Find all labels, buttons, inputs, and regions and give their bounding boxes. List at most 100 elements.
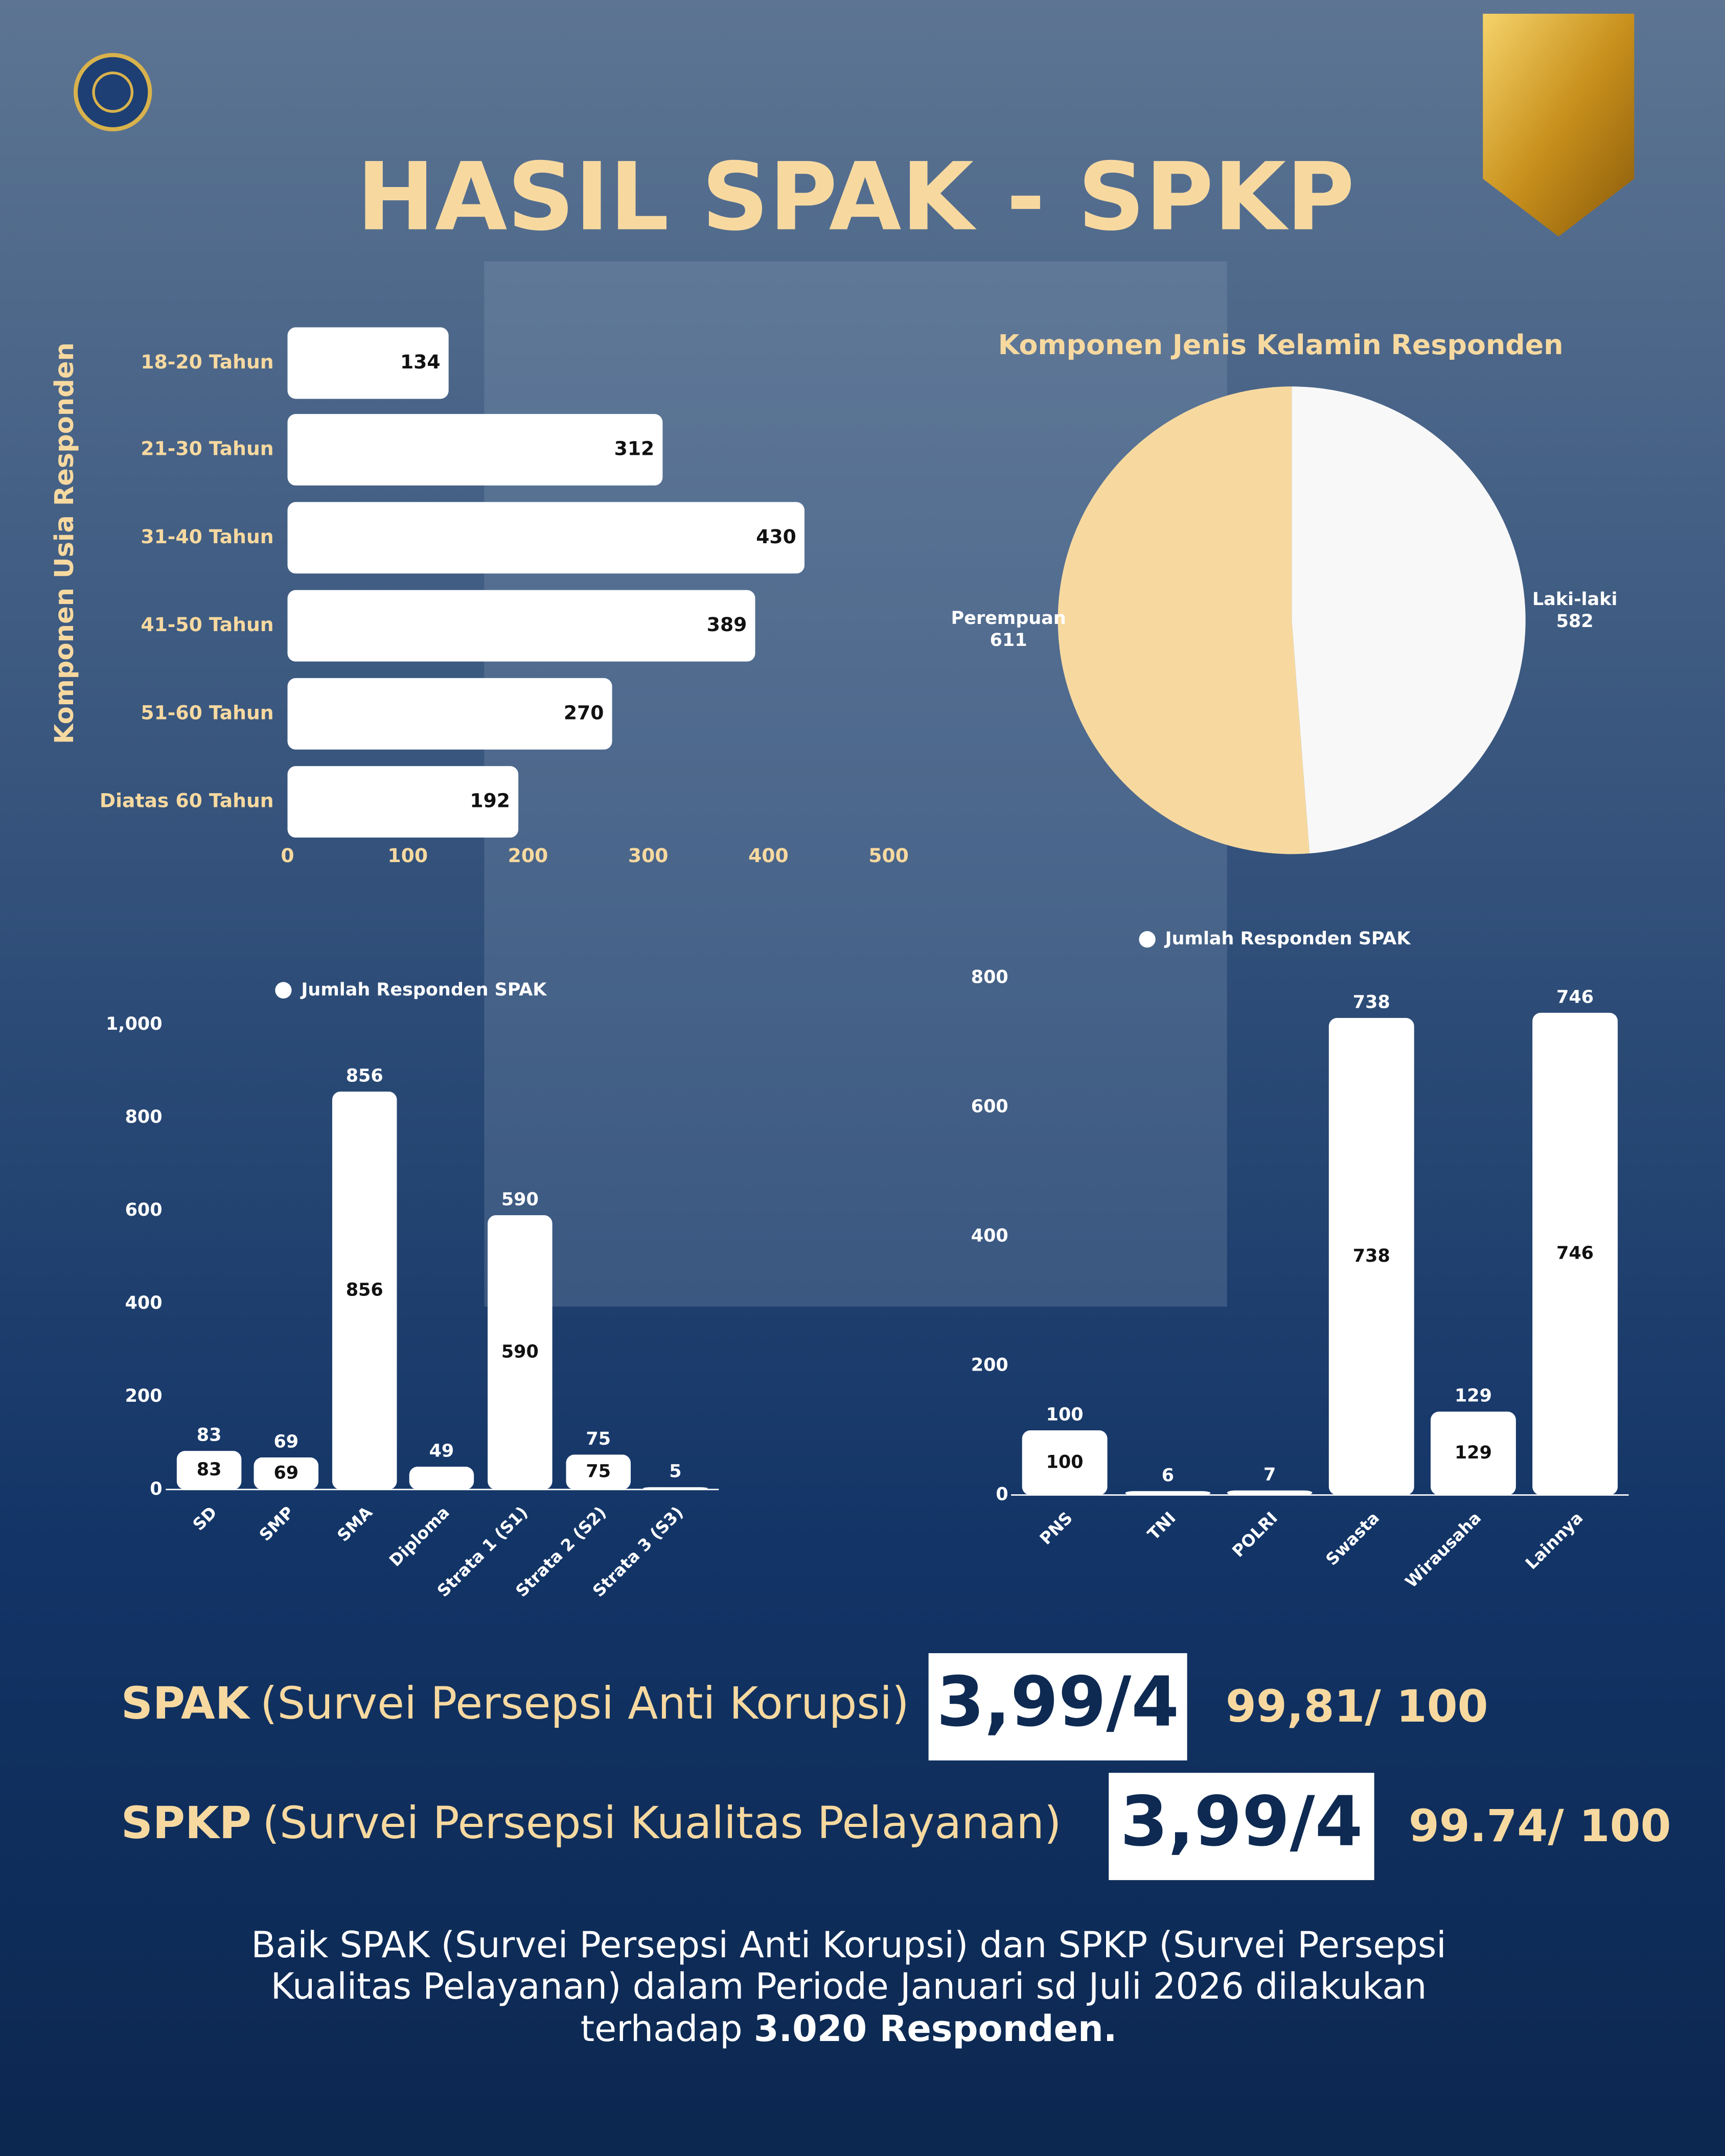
footer-line: Baik SPAK (Survei Persepsi Anti Korupsi)…	[251, 1924, 1446, 1966]
bar	[287, 678, 612, 750]
value-label: 312	[614, 437, 655, 460]
value-label-inside: 856	[346, 1280, 383, 1300]
footer-text: terhadap	[581, 2008, 754, 2050]
value-label: 69	[273, 1431, 298, 1452]
x-tick-label: 200	[508, 844, 548, 867]
scores: SPAK (Survei Persepsi Anti Korupsi) 3,99/4…	[121, 1653, 1671, 1881]
value-label: 134	[400, 351, 441, 373]
score-name: (Survei Persepsi Anti Korupsi)	[260, 1678, 909, 1729]
value-label: 430	[756, 525, 796, 548]
bar	[1125, 1491, 1211, 1495]
bar	[287, 590, 755, 662]
bar	[332, 1092, 397, 1490]
value-label: 100	[1046, 1404, 1084, 1425]
value-label-inside: 129	[1455, 1443, 1492, 1463]
bar	[643, 1487, 708, 1490]
y-tick-label: 31-40 Tahun	[141, 525, 273, 548]
score-index: 99,81/ 100	[1226, 1681, 1488, 1732]
chart-title: Komponen Jenis Kelamin Responden	[998, 329, 1563, 361]
y-tick-label: 41-50 Tahun	[141, 613, 273, 636]
title: HASIL SPAK - SPKP	[357, 143, 1355, 252]
score-code: SPKP	[121, 1798, 251, 1849]
y-tick-label: 200	[125, 1386, 163, 1406]
pie-value: 611	[990, 630, 1027, 651]
bar	[1227, 1490, 1313, 1495]
bar	[1532, 1012, 1618, 1495]
bar	[176, 1451, 242, 1490]
value-label: 192	[470, 790, 510, 812]
value-label: 83	[197, 1425, 222, 1446]
bar	[287, 502, 804, 574]
value-label: 856	[346, 1065, 383, 1086]
score-box	[1109, 1773, 1374, 1881]
y-tick-label: 600	[971, 1097, 1008, 1117]
axis-title: Komponen Usia Responden	[50, 342, 80, 744]
bar	[409, 1467, 474, 1490]
score-index: 99.74/ 100	[1409, 1801, 1671, 1852]
value-label: 7	[1263, 1465, 1276, 1485]
footer-line: terhadap 3.020 Responden.	[581, 2008, 1117, 2050]
value-label: 49	[429, 1441, 454, 1462]
bar	[287, 414, 663, 486]
bar	[1431, 1411, 1516, 1495]
bar	[287, 766, 519, 838]
bar	[1022, 1430, 1108, 1495]
value-label-inside: 590	[501, 1341, 539, 1362]
pie-slice	[1057, 386, 1310, 854]
footer-line: Kualitas Pelayanan) dalam Periode Januar…	[271, 1965, 1427, 2007]
value-label: 75	[586, 1429, 611, 1449]
value-label-inside: 746	[1556, 1243, 1594, 1264]
value-label: 746	[1556, 987, 1594, 1007]
pie-label: Perempuan	[951, 608, 1066, 629]
y-tick-label: 51-60 Tahun	[141, 701, 273, 724]
value-label-inside: 75	[586, 1462, 611, 1482]
y-tick-label: 18-20 Tahun	[141, 351, 273, 373]
score-value: 3,99/4	[1120, 1781, 1363, 1862]
legend-label: Jumlah Responden SPAK	[1164, 929, 1412, 949]
legend-label: Jumlah Responden SPAK	[300, 980, 547, 1000]
score-box	[928, 1653, 1187, 1760]
bar	[287, 327, 449, 399]
value-label: 5	[669, 1462, 681, 1482]
x-tick-label: 500	[868, 844, 909, 867]
value-label: 129	[1455, 1386, 1492, 1406]
y-tick-label: 21-30 Tahun	[141, 437, 273, 460]
y-tick-label: 0	[996, 1485, 1008, 1505]
bar	[1328, 1017, 1414, 1495]
y-tick-label: 0	[150, 1479, 162, 1499]
score-label: SPAK (Survei Persepsi Anti Korupsi)	[121, 1678, 909, 1729]
value-label: 738	[1353, 992, 1390, 1012]
x-tick-label: 400	[748, 844, 789, 867]
score-value: 3,99/4	[936, 1662, 1179, 1742]
pie-label: Laki-laki	[1532, 589, 1617, 610]
bar	[566, 1454, 631, 1490]
value-label-inside: 83	[197, 1459, 222, 1480]
legend-marker	[275, 982, 292, 999]
score-label: SPKP (Survei Persepsi Kualitas Pelayanan)	[121, 1798, 1062, 1849]
y-tick-label: 800	[125, 1107, 163, 1127]
value-label: 389	[707, 613, 747, 636]
y-tick-label: 400	[971, 1226, 1008, 1246]
score-code: SPAK	[121, 1678, 251, 1729]
x-tick-label: 300	[628, 844, 669, 867]
legend-marker	[1139, 931, 1156, 948]
x-tick-label: 100	[387, 844, 428, 867]
value-label-inside: 100	[1046, 1452, 1084, 1472]
value-label: 6	[1162, 1465, 1174, 1486]
pie-value: 582	[1556, 611, 1594, 632]
y-tick-label: 600	[125, 1200, 163, 1220]
value-label-inside: 738	[1353, 1246, 1390, 1266]
logo	[73, 53, 152, 132]
value-label-inside: 69	[273, 1463, 298, 1483]
pie-slice	[1292, 386, 1526, 854]
x-tick-label: 0	[281, 844, 294, 867]
value-label: 590	[501, 1189, 539, 1210]
y-tick-label: Diatas 60 Tahun	[100, 790, 274, 812]
value-label: 270	[564, 701, 604, 724]
bar	[254, 1457, 319, 1490]
y-tick-label: 1,000	[106, 1014, 163, 1034]
y-tick-label: 400	[125, 1293, 163, 1313]
footer-bold: 3.020 Responden.	[754, 2008, 1117, 2050]
